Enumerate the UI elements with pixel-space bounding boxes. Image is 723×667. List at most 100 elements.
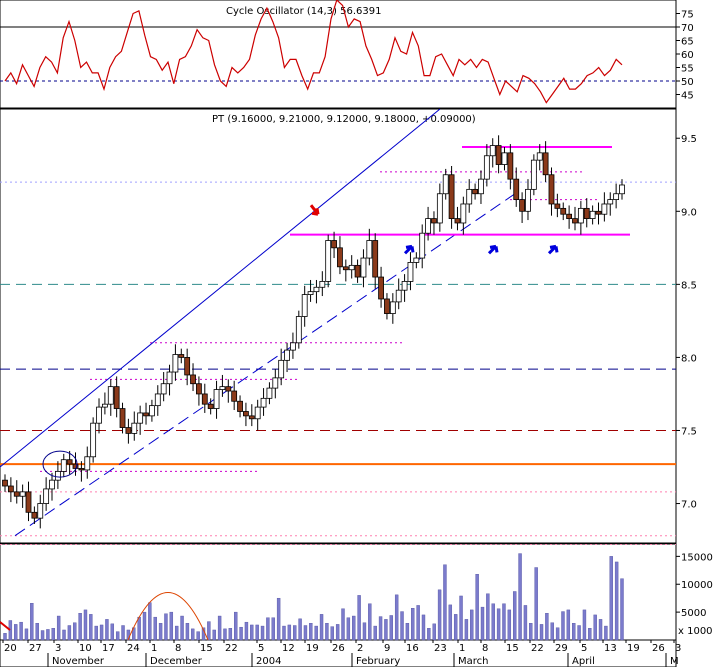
candle-body [66,459,73,465]
volume-bar [94,625,98,641]
candle-body [295,316,302,344]
volume-bar [577,625,581,641]
volume-bar [368,603,372,641]
volume-bar [362,622,367,641]
candle-body [401,281,408,291]
annotation-circle [42,450,78,478]
date-tick-label: 17 [102,643,115,654]
volume-bar [459,595,463,641]
date-tick-label: 23 [434,643,447,654]
blue-arrow-shape [487,244,499,255]
volume-bar [303,625,308,641]
candle-body [560,207,567,215]
volume-bar [196,631,200,641]
month-label: November [52,656,105,667]
candle-body [254,406,261,420]
candle-body [413,257,420,263]
candle-body [366,240,373,259]
candle-body [536,152,543,161]
volume-bar [384,619,388,641]
volume-bar [276,597,281,641]
candle-body [542,152,549,176]
oscillator-tick-label: 45 [681,91,694,102]
candle-body [137,412,144,424]
candle-body [201,393,208,405]
candle-body [107,386,114,405]
candle-body [284,349,290,361]
oscillator-line [4,0,623,104]
candle-body [589,210,596,219]
volume-bar [255,624,259,641]
candle-body [266,387,273,399]
volume-bar [502,603,506,641]
volume-bar [566,609,571,641]
candle-body [554,203,561,209]
volume-bar [614,561,619,641]
volume-bar [507,609,512,641]
volume-bar [56,615,61,641]
channel-lower-line [14,193,516,537]
volume-bar [480,606,485,641]
volume-bar [330,626,334,641]
candle-body [495,145,502,165]
blue-arrow [403,244,415,255]
volume-bar [593,614,597,641]
candle-body [272,377,279,389]
candle-body [483,155,490,180]
volume-bar [378,616,383,641]
candle-body [354,264,361,278]
date-tick-label: 20 [4,643,17,654]
volume-bar [169,611,174,641]
candle-body [577,207,584,224]
volume-bar [475,574,479,641]
volume-bar [496,608,501,641]
date-tick-label: 15 [506,643,519,654]
candle-body [160,383,167,395]
date-tick-label: 27 [29,643,42,654]
price-panel [0,108,677,544]
volume-bar [400,611,404,641]
candle-body [131,422,138,434]
volume-bar [73,622,77,641]
volume-bar [287,624,292,641]
volume-bar [40,630,45,641]
candle-body [307,291,314,295]
volume-bar [260,625,265,641]
volume-bar [411,608,415,641]
date-tick-label: 22 [225,643,238,654]
volume-bar [14,624,18,641]
candle-body [472,188,478,195]
candle-body [154,393,161,407]
candle-body [337,247,343,268]
volume-bar [394,594,399,641]
date-tick-label: 8 [482,643,488,654]
candle-body [360,257,367,278]
candle-body [13,491,20,497]
candle-body [290,342,296,351]
volume-bar [416,605,420,641]
date-tick-label: 15 [200,643,213,654]
price-candles-layer: 7.0 7.5 8.0 8.5 9.0 9.5 [0,108,697,545]
candle-body [125,427,132,434]
candle-body [448,174,455,219]
candle-body [348,264,355,271]
candle-body [313,286,320,293]
volume-bar [352,615,356,641]
candle-body [248,415,255,420]
volume-bar [427,628,431,641]
candle-body [84,456,91,471]
candle-body [601,203,608,215]
volume-bar [185,623,190,641]
candle-body [184,357,191,376]
date-tick-label: 3 [55,643,61,654]
blue-arrow-shape [547,244,559,255]
candle-body [372,240,379,278]
candle-body [501,152,508,165]
volume-bar [373,625,377,641]
volume-bar [421,614,426,641]
date-tick-label: 3 [675,643,681,654]
date-tick-label: 5 [581,643,587,654]
price-tick-label: 9.5 [681,134,697,145]
date-tick-label: 1 [459,643,465,654]
candle-body [466,188,473,205]
